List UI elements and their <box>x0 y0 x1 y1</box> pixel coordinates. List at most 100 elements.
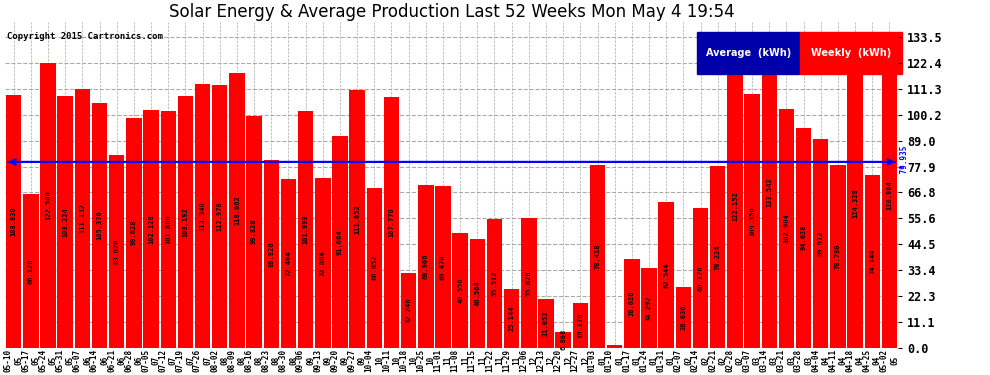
Text: 38.026: 38.026 <box>629 291 635 316</box>
Bar <box>366 188 382 348</box>
Text: 111.052: 111.052 <box>354 204 360 234</box>
Bar <box>693 208 708 348</box>
Bar <box>697 32 800 74</box>
Bar <box>384 97 399 348</box>
Bar <box>281 179 296 348</box>
Bar <box>813 139 829 348</box>
Text: 55.512: 55.512 <box>491 270 498 296</box>
Text: 102.128: 102.128 <box>148 214 154 244</box>
Text: 26.036: 26.036 <box>680 305 686 330</box>
Text: 108.830: 108.830 <box>11 206 17 236</box>
Bar <box>418 185 434 348</box>
Text: 69.906: 69.906 <box>423 254 429 279</box>
Text: 55.828: 55.828 <box>526 270 532 296</box>
Bar <box>487 219 502 348</box>
Text: 112.970: 112.970 <box>217 201 223 231</box>
Bar <box>212 85 228 348</box>
Text: 69.470: 69.470 <box>440 254 446 280</box>
Bar <box>195 84 210 348</box>
Text: 66.128: 66.128 <box>28 258 34 284</box>
Bar <box>436 186 450 348</box>
Text: 107.770: 107.770 <box>388 208 394 237</box>
Bar <box>800 32 903 74</box>
Text: 62.544: 62.544 <box>663 262 669 288</box>
Bar <box>6 95 22 348</box>
Text: 78.224: 78.224 <box>715 244 721 270</box>
Text: 122.152: 122.152 <box>732 191 738 220</box>
Bar <box>452 232 468 348</box>
Bar <box>521 218 537 348</box>
Bar <box>504 289 520 348</box>
Bar <box>469 240 485 348</box>
Text: 124.328: 124.328 <box>852 188 858 218</box>
Bar <box>590 165 605 348</box>
Bar <box>728 64 742 348</box>
Bar <box>74 89 90 348</box>
Bar <box>177 96 193 348</box>
Bar <box>92 103 107 348</box>
Text: 78.780: 78.780 <box>835 243 841 269</box>
Bar <box>882 44 897 348</box>
Text: 133.542: 133.542 <box>766 178 772 207</box>
Text: 6.808: 6.808 <box>560 329 566 350</box>
Text: 83.020: 83.020 <box>114 238 120 264</box>
Text: 21.052: 21.052 <box>543 310 549 336</box>
Text: 74.144: 74.144 <box>869 249 875 274</box>
Bar <box>247 116 261 348</box>
Text: 109.350: 109.350 <box>749 206 755 236</box>
Text: Weekly  (kWh): Weekly (kWh) <box>811 48 891 58</box>
Text: 60.176: 60.176 <box>698 265 704 291</box>
Text: 32.246: 32.246 <box>406 297 412 323</box>
Bar <box>160 111 176 348</box>
Text: 118.062: 118.062 <box>234 196 240 225</box>
Bar <box>744 94 759 348</box>
Bar <box>779 108 794 348</box>
Bar <box>263 160 279 348</box>
Text: 94.628: 94.628 <box>801 225 807 251</box>
Text: 105.376: 105.376 <box>97 210 103 240</box>
Bar <box>710 166 726 348</box>
Text: 80.826: 80.826 <box>268 241 274 267</box>
Bar <box>572 303 588 348</box>
Text: 101.880: 101.880 <box>165 214 171 244</box>
Text: 99.028: 99.028 <box>131 220 137 245</box>
Text: 101.998: 101.998 <box>303 214 309 244</box>
Text: 68.852: 68.852 <box>371 255 377 280</box>
Bar <box>658 202 674 348</box>
Bar <box>539 299 553 348</box>
Text: 78.418: 78.418 <box>595 244 601 269</box>
Text: 102.904: 102.904 <box>783 213 789 243</box>
Bar <box>675 287 691 348</box>
Title: Solar Energy & Average Production Last 52 Weeks Mon May 4 19:54: Solar Energy & Average Production Last 5… <box>168 3 735 21</box>
Text: 25.144: 25.144 <box>509 306 515 331</box>
Bar <box>401 273 417 348</box>
Text: 91.064: 91.064 <box>337 229 343 255</box>
Text: 72.884: 72.884 <box>320 250 326 276</box>
Text: 89.912: 89.912 <box>818 231 824 256</box>
Bar <box>298 111 313 348</box>
Text: 19.178: 19.178 <box>577 313 583 338</box>
Text: Copyright 2015 Cartronics.com: Copyright 2015 Cartronics.com <box>7 32 162 41</box>
Text: 99.820: 99.820 <box>251 219 257 245</box>
Bar <box>333 136 347 348</box>
Bar <box>555 332 571 348</box>
Bar <box>109 155 125 348</box>
Bar <box>831 165 845 348</box>
Bar <box>126 117 142 348</box>
Bar <box>57 96 73 348</box>
Text: 72.404: 72.404 <box>285 251 291 276</box>
Bar <box>847 59 863 348</box>
Bar <box>796 128 811 348</box>
Text: 122.500: 122.500 <box>45 190 51 220</box>
Text: 79.935: 79.935 <box>900 146 909 178</box>
Text: 108.224: 108.224 <box>62 207 68 237</box>
Bar <box>761 38 777 348</box>
Bar <box>624 260 640 348</box>
Text: 108.192: 108.192 <box>182 207 188 237</box>
Text: 113.348: 113.348 <box>200 201 206 231</box>
Bar <box>144 110 158 348</box>
Text: 46.564: 46.564 <box>474 281 480 306</box>
Bar <box>642 268 656 348</box>
Text: 130.904: 130.904 <box>886 181 892 210</box>
Bar <box>23 194 39 348</box>
